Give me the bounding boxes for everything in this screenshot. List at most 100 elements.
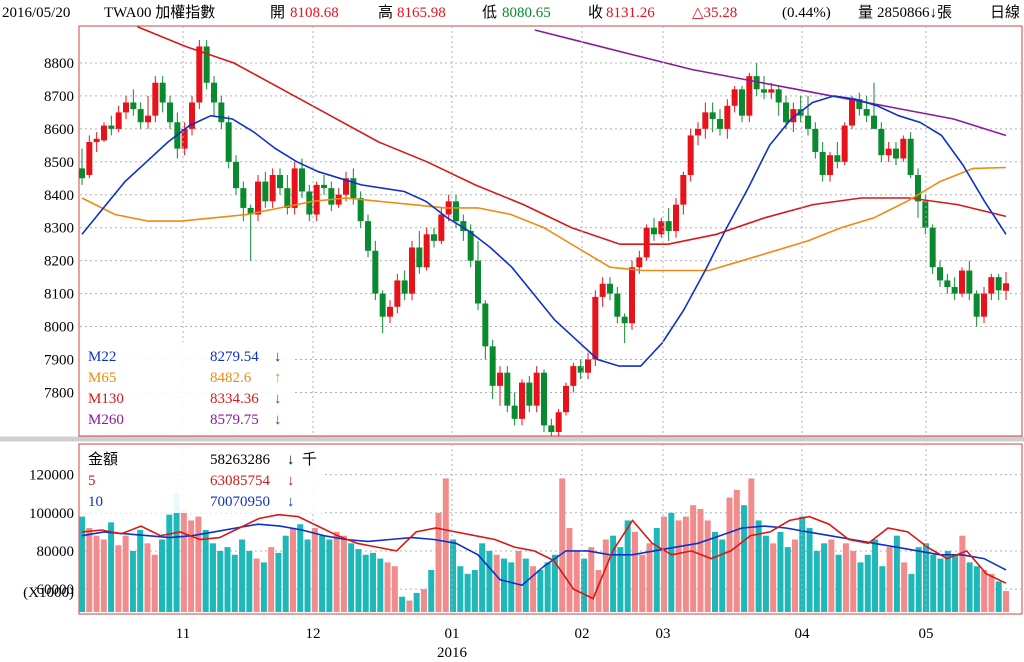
candle-body: [563, 385, 569, 413]
price-legend-value: 8579.75: [210, 412, 259, 428]
volume-bar: [952, 554, 959, 612]
candle-body: [761, 89, 767, 93]
candle-body: [907, 138, 914, 175]
candle-body: [548, 425, 555, 432]
candle-body: [306, 191, 313, 215]
volume-bar: [406, 600, 413, 612]
volume-bar: [326, 539, 333, 612]
candle-body: [1003, 283, 1009, 291]
candle-body: [724, 105, 731, 129]
volume-bar: [617, 547, 624, 612]
volume-bar: [973, 566, 980, 612]
volume-bar: [908, 573, 915, 612]
candle-body: [189, 102, 195, 129]
volume-bar: [646, 543, 653, 612]
volume-bar: [653, 528, 660, 612]
candle-body: [203, 46, 210, 83]
volume-bar: [566, 528, 573, 612]
candle-body: [827, 155, 833, 175]
volume-legend-arrow: ↓: [287, 494, 295, 510]
candle-body: [856, 99, 863, 110]
volume-ma5-line: [81, 513, 1007, 600]
volume-bar: [675, 520, 682, 612]
volume-tick-label: 60000: [37, 582, 75, 598]
volume-bar: [661, 516, 668, 612]
price-tick-label: 8000: [44, 320, 74, 336]
volume-legend-value: 58263286: [210, 452, 271, 468]
m130-line: [137, 25, 1007, 245]
volume-bar: [413, 592, 420, 612]
price-tick-label: 8200: [44, 254, 74, 270]
candle-body: [929, 227, 936, 268]
volume-bar: [719, 539, 726, 612]
price-tick-label: 8300: [44, 221, 74, 237]
volume-average-lines: [81, 513, 1007, 600]
candle-body: [79, 168, 85, 179]
volume-bar: [537, 570, 544, 612]
volume-bar: [340, 535, 347, 612]
volume-bar: [559, 478, 566, 612]
candle-body: [717, 118, 723, 129]
volume-bar: [479, 543, 486, 612]
price-grid: [80, 62, 1021, 393]
candle-body: [86, 142, 93, 175]
candle-body: [438, 214, 445, 241]
volume-bar: [348, 543, 355, 612]
volume-bar: [602, 539, 609, 612]
candle-body: [240, 188, 247, 208]
candle-body: [101, 125, 107, 141]
month-label: 05: [919, 626, 934, 642]
volume-bar: [355, 549, 362, 612]
candle-body: [343, 178, 349, 195]
candle-body: [541, 372, 547, 426]
candle-body: [973, 293, 980, 317]
volume-bar: [704, 520, 711, 612]
volume-bar: [813, 550, 820, 612]
volume-legend-name: 10: [88, 494, 103, 510]
volume-bar: [748, 478, 755, 612]
volume-bar: [93, 535, 100, 612]
candle-body: [291, 168, 298, 208]
candle-body: [357, 198, 364, 222]
volume-bar: [166, 514, 173, 612]
candle-body: [687, 135, 694, 175]
volume-bar: [333, 531, 340, 612]
volume-bar: [879, 566, 886, 612]
candle-body: [401, 280, 408, 294]
volume-bar: [391, 566, 398, 612]
volume-bar: [508, 562, 515, 612]
candle-body: [614, 293, 621, 317]
price-tick-label: 8500: [44, 155, 74, 171]
low-value: 8080.65: [502, 5, 551, 21]
candle-body: [834, 155, 841, 162]
volume-bar: [682, 516, 689, 612]
candle-body: [812, 128, 819, 152]
price-legend-arrow: ↓: [274, 391, 282, 407]
price-legend-value: 8279.54: [210, 349, 259, 365]
candle-body: [387, 306, 393, 317]
volume-bar: [384, 562, 391, 612]
quote-symbol: TWA00 加權指數: [104, 5, 216, 21]
volume-bar: [981, 570, 988, 612]
volume-bar: [544, 562, 551, 612]
candle-body: [951, 287, 958, 294]
candle-body: [966, 270, 973, 294]
candle-body: [299, 168, 305, 192]
candle-body: [379, 293, 386, 317]
volume-bar: [297, 524, 304, 612]
candle-body: [145, 115, 151, 123]
volume-bar: [762, 535, 769, 612]
candlesticks: [79, 39, 1009, 439]
candle-body: [533, 372, 540, 406]
candle-body: [680, 174, 687, 205]
candle-body: [313, 184, 320, 215]
month-label: 11: [176, 626, 190, 642]
volume-bar: [610, 535, 617, 612]
candle-body: [621, 316, 628, 324]
m65-line: [81, 166, 1007, 272]
volume-bar: [901, 562, 908, 612]
volume-bar: [915, 547, 922, 612]
candle-body: [651, 227, 657, 235]
candle-body: [643, 227, 650, 258]
volume-bar: [988, 573, 995, 612]
